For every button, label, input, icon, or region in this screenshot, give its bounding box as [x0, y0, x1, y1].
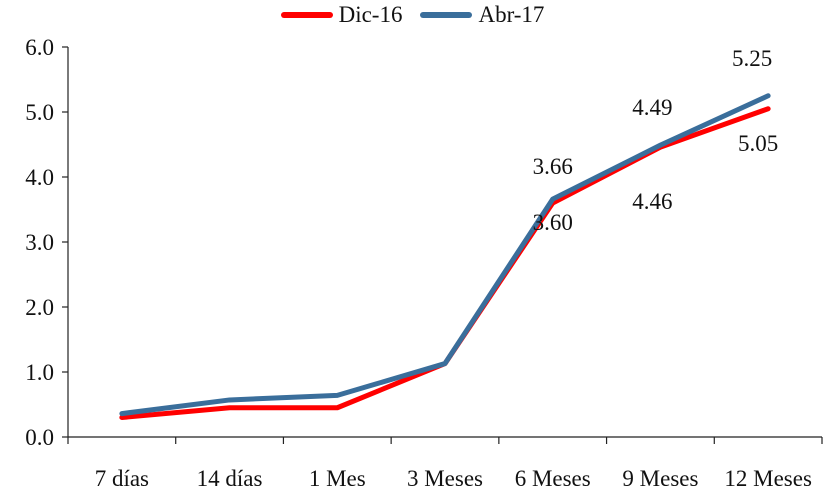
legend-swatch-abr17	[420, 12, 473, 18]
legend-item-abr17: Abr-17	[420, 2, 544, 28]
data-label: 4.46	[632, 189, 672, 214]
data-label: 5.05	[738, 131, 778, 156]
x-tick-label: 12 Meses	[724, 466, 812, 491]
data-label: 3.66	[533, 154, 573, 179]
x-tick-label: 9 Meses	[622, 466, 698, 491]
x-tick-label: 14 días	[197, 466, 263, 491]
x-tick-label: 3 Meses	[407, 466, 483, 491]
y-tick-label: 2.0	[25, 295, 54, 320]
series-line-abr17	[119, 93, 771, 417]
legend-label-dic16: Dic-16	[338, 2, 403, 27]
y-tick-label: 1.0	[25, 360, 54, 385]
x-tick-label: 1 Mes	[309, 466, 366, 491]
y-tick-label: 6.0	[25, 35, 54, 60]
legend-label-abr17: Abr-17	[478, 2, 545, 27]
series-line-dic16	[119, 106, 771, 420]
legend-swatch-dic16	[280, 12, 333, 18]
x-tick-label: 7 días	[95, 466, 149, 491]
y-tick-label: 4.0	[25, 165, 54, 190]
data-label: 4.49	[632, 95, 672, 120]
x-tick-label: 6 Meses	[515, 466, 591, 491]
data-label: 5.25	[732, 46, 772, 71]
y-tick-label: 3.0	[25, 230, 54, 255]
legend: Dic-16 Abr-17	[0, 2, 825, 28]
data-label: 3.60	[533, 210, 573, 235]
y-tick-label: 0.0	[25, 425, 54, 450]
legend-item-dic16: Dic-16	[280, 2, 403, 28]
y-tick-label: 5.0	[25, 100, 54, 125]
